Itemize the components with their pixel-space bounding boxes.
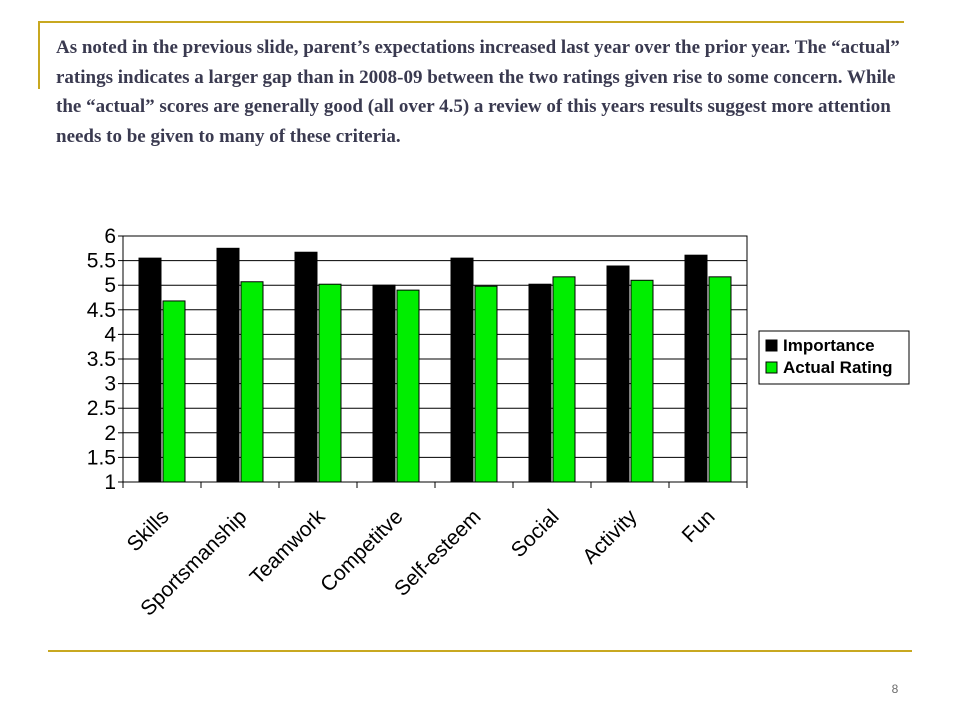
y-tick-label: 2 <box>104 422 116 445</box>
bar-importance <box>138 257 162 483</box>
legend-swatch <box>765 339 778 352</box>
bar-importance <box>294 251 318 483</box>
y-tick-label: 1.5 <box>87 446 116 469</box>
x-tick-label: Activity <box>578 505 642 569</box>
legend-label: Importance <box>783 336 875 355</box>
bar-importance <box>606 265 630 483</box>
page-number: 8 <box>891 682 899 696</box>
bar-importance <box>450 257 474 483</box>
left-accent-rule <box>38 21 40 89</box>
x-tick-labels: SkillsSportsmanshipTeamworkCompetitveSel… <box>123 505 720 621</box>
bar-importance <box>684 254 708 483</box>
bar-actual-rating <box>708 276 732 483</box>
x-tick-label: Fun <box>678 505 720 547</box>
x-tick-label: Skills <box>123 505 174 556</box>
y-tick-label: 1 <box>104 471 116 494</box>
legend-swatch <box>765 361 778 374</box>
y-tick-labels: 11.522.533.544.555.56 <box>87 225 117 494</box>
bar-actual-rating <box>318 283 342 483</box>
y-tick-label: 4.5 <box>87 299 116 322</box>
y-tick-label: 3.5 <box>87 348 116 371</box>
bar-actual-rating <box>474 285 498 483</box>
bar-importance <box>372 284 396 483</box>
bar-importance <box>216 247 240 483</box>
y-tick-label: 6 <box>104 225 116 248</box>
bars-layer <box>138 247 732 483</box>
x-tick-label: Social <box>507 505 564 562</box>
body-text: As noted in the previous slide, parent’s… <box>56 37 900 147</box>
y-tick-label: 3 <box>104 373 116 396</box>
legend-label: Actual Rating <box>783 358 893 377</box>
bar-actual-rating <box>396 289 420 483</box>
bar-actual-rating <box>552 276 576 483</box>
bar-actual-rating <box>162 300 186 483</box>
y-tick-label: 5.5 <box>87 250 116 273</box>
y-tick-label: 4 <box>104 323 116 346</box>
bar-actual-rating <box>630 279 654 483</box>
legend: Importance Actual Rating <box>758 330 910 385</box>
bar-importance <box>528 283 552 483</box>
axes-layer <box>118 235 748 488</box>
bar-actual-rating <box>240 281 264 483</box>
legend-box <box>758 330 910 385</box>
y-tick-label: 5 <box>104 274 116 297</box>
bottom-accent-rule <box>48 650 912 652</box>
y-tick-label: 2.5 <box>87 397 116 420</box>
x-tick-label: Teamwork <box>246 505 330 589</box>
plot-border <box>122 235 748 483</box>
top-accent-rule <box>38 21 904 23</box>
